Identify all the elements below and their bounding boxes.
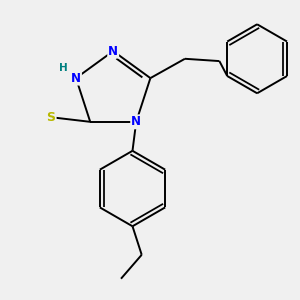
Text: N: N (131, 115, 141, 128)
Text: S: S (46, 111, 56, 124)
Text: N: N (71, 72, 81, 85)
Text: H: H (59, 63, 68, 73)
Text: N: N (108, 45, 118, 58)
